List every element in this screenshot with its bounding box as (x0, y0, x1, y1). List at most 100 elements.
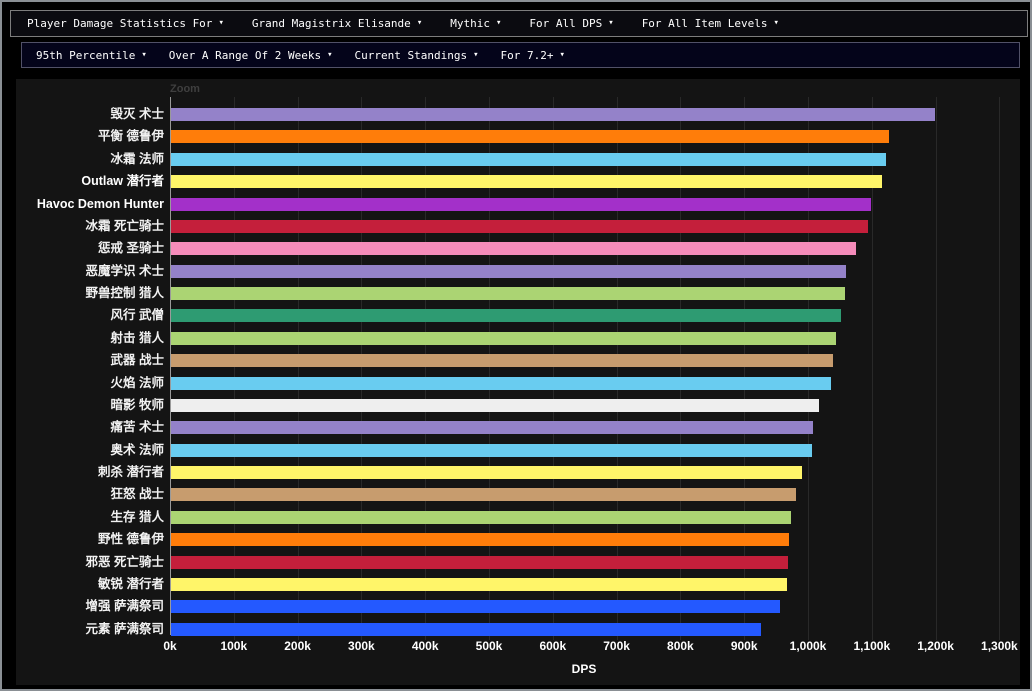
chevron-down-icon: ▾ (327, 49, 333, 60)
spec-label[interactable]: 火焰 法师 (110, 375, 164, 390)
dps-bar[interactable] (171, 354, 833, 368)
x-axis-tick-label: 400k (411, 639, 439, 653)
spec-label[interactable]: 野性 德鲁伊 (98, 532, 164, 547)
primary-dropdown-2[interactable]: Mythic ▾ (450, 17, 501, 30)
dps-bar[interactable] (171, 398, 820, 412)
spec-label[interactable]: 痛苦 术士 (110, 420, 164, 435)
chevron-down-icon: ▾ (559, 49, 565, 60)
gridline (552, 97, 554, 640)
dps-bar[interactable] (171, 443, 812, 457)
primary-filter-toolbar: Player Damage Statistics For ▾ Grand Magis… (10, 10, 1028, 37)
spec-label[interactable]: 邪恶 死亡骑士 (85, 554, 164, 569)
spec-label[interactable]: 刺杀 潜行者 (98, 465, 164, 479)
secondary-dropdown-0[interactable]: 95th Percentile ▾ (36, 49, 147, 62)
dps-bar[interactable] (171, 600, 781, 614)
gridline (361, 97, 363, 640)
dps-bar[interactable] (171, 555, 788, 569)
dps-bar[interactable] (171, 488, 796, 502)
dropdown-label: For All Item Levels (641, 17, 768, 30)
chart-zoom-label: Zoom (170, 83, 200, 95)
chevron-down-icon: ▾ (608, 18, 614, 28)
x-axis-tick-label: 800k (667, 639, 694, 653)
x-axis-tick-label: 300k (348, 639, 375, 653)
dropdown-label: Grand Magistrix Elisande (251, 17, 411, 30)
spec-label[interactable]: 奥术 法师 (110, 442, 164, 457)
chevron-down-icon: ▾ (416, 18, 423, 28)
x-axis-tick-label: 700k (603, 639, 630, 653)
dps-bar[interactable] (171, 622, 762, 636)
secondary-dropdown-3[interactable]: For 7.2+ ▾ (501, 49, 565, 62)
secondary-filter-toolbar: 95th Percentile ▾ Over A Range Of 2 Weeks ▾… (21, 42, 1020, 68)
x-axis-tick-label: 1,200k (917, 639, 954, 653)
dps-bar[interactable] (171, 152, 886, 166)
dps-bar[interactable] (171, 219, 869, 233)
primary-dropdown-4[interactable]: For All Item Levels ▾ (642, 17, 779, 30)
dps-bar[interactable] (171, 108, 935, 121)
spec-label[interactable]: 生存 猎人 (110, 509, 164, 524)
dps-bar[interactable] (171, 197, 871, 211)
spec-label[interactable]: 增强 萨满祭司 (85, 599, 164, 614)
dropdown-label: Current Standings (354, 48, 468, 62)
y-axis-line (170, 97, 171, 635)
spec-label[interactable]: Havoc Demon Hunter (36, 196, 164, 211)
x-axis-tick-label: 900k (730, 639, 758, 653)
chevron-down-icon: ▾ (473, 49, 479, 60)
x-axis-tick-label: 600k (539, 639, 567, 653)
dps-bar[interactable] (171, 287, 845, 300)
dropdown-label: Player Damage Statistics For (27, 17, 213, 30)
spec-label[interactable]: 冰霜 法师 (110, 151, 164, 166)
spec-label[interactable]: 风行 武僧 (110, 308, 164, 323)
gridline (489, 97, 490, 640)
spec-label[interactable]: 元素 萨满祭司 (85, 621, 164, 636)
gridline (871, 97, 873, 640)
x-axis-tick-label: 500k (475, 639, 503, 653)
secondary-dropdown-2[interactable]: Current Standings ▾ (355, 49, 479, 62)
dps-bar[interactable] (171, 510, 792, 524)
gridline (680, 97, 682, 640)
primary-dropdown-1[interactable]: Grand Magistrix Elisande ▾ (252, 17, 422, 30)
chevron-down-icon: ▾ (773, 18, 779, 28)
spec-label[interactable]: 野兽控制 猎人 (85, 286, 164, 300)
x-axis-tick-label: 0k (163, 639, 177, 653)
dps-bar[interactable] (171, 130, 889, 144)
x-axis-tick-label: 1,100k (853, 639, 891, 653)
primary-dropdown-0[interactable]: Player Damage Statistics For ▾ (27, 17, 224, 30)
dps-bar[interactable] (171, 466, 802, 479)
spec-label[interactable]: 狂怒 战士 (110, 487, 164, 502)
dropdown-label: For All DPS (529, 17, 603, 30)
dps-bar[interactable] (171, 175, 882, 189)
gridline (999, 97, 1001, 640)
primary-dropdown-3[interactable]: For All DPS ▾ (529, 17, 613, 30)
x-axis-tick-label: 100k (220, 639, 248, 653)
spec-label[interactable]: 毁灭 术士 (110, 107, 164, 121)
gridline (744, 97, 746, 640)
x-axis-tick-label: 200k (284, 639, 311, 653)
spec-label[interactable]: 武器 战士 (110, 353, 164, 368)
gridline (616, 97, 618, 640)
dps-bar[interactable] (171, 577, 788, 591)
dps-bar[interactable] (171, 533, 789, 547)
spec-label[interactable]: 惩戒 圣骑士 (98, 241, 164, 256)
spec-label[interactable]: 暗影 牧师 (110, 397, 164, 412)
spec-label[interactable]: 敏锐 潜行者 (98, 576, 164, 591)
gridline (425, 97, 427, 640)
dps-bar[interactable] (171, 376, 832, 390)
chevron-down-icon: ▾ (495, 18, 502, 28)
x-axis-tick-label: 1,300k (981, 639, 1018, 653)
dps-bar[interactable] (171, 331, 836, 345)
dps-bar[interactable] (171, 421, 813, 435)
dps-bar[interactable] (171, 264, 846, 278)
dps-bar[interactable] (171, 242, 856, 256)
spec-label[interactable]: Outlaw 潜行者 (81, 174, 164, 189)
secondary-dropdown-1[interactable]: Over A Range Of 2 Weeks ▾ (169, 49, 333, 62)
dropdown-label: Mythic (450, 17, 490, 30)
dps-bar[interactable] (171, 309, 841, 323)
dropdown-label: For 7.2+ (500, 48, 554, 62)
spec-label[interactable]: 冰霜 死亡骑士 (85, 218, 164, 233)
spec-label[interactable]: 射击 猎人 (110, 330, 164, 345)
spec-label[interactable]: 恶魔学识 术士 (85, 263, 164, 278)
dropdown-label: Over A Range Of 2 Weeks (168, 48, 322, 62)
spec-label[interactable]: 平衡 德鲁伊 (98, 129, 164, 144)
gridline (233, 97, 235, 640)
